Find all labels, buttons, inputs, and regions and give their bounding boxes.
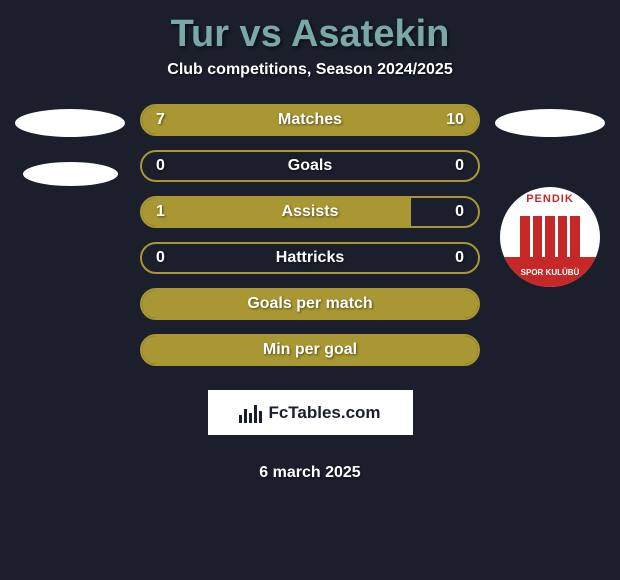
stat-label: Goals: [288, 157, 332, 175]
stat-val-right: 10: [446, 111, 464, 129]
stat-label: Min per goal: [263, 341, 357, 359]
stat-bar-goals: 0 Goals 0: [140, 150, 480, 182]
logo-text: FcTables.com: [268, 403, 380, 423]
stat-bar-assists: 1 Assists 0: [140, 196, 480, 228]
left-ellipse-2: [23, 162, 118, 186]
subtitle: Club competitions, Season 2024/2025: [5, 61, 615, 104]
badge-bottom: SPOR KULÜBÜ: [500, 257, 600, 287]
stat-val-right: 0: [455, 203, 464, 221]
stat-val-left: 0: [156, 157, 165, 175]
stat-bar-mpg: Min per goal: [140, 334, 480, 366]
stat-label: Hattricks: [276, 249, 344, 267]
stats-column: 7 Matches 10 0 Goals 0 1 Assists 0 0 Hat…: [130, 104, 490, 482]
stat-label: Goals per match: [247, 295, 372, 313]
right-ellipse-1: [495, 109, 605, 137]
stat-bar-hattricks: 0 Hattricks 0: [140, 242, 480, 274]
stat-val-right: 0: [455, 157, 464, 175]
page-title: Tur vs Asatekin: [5, 5, 615, 61]
main-content: 7 Matches 10 0 Goals 0 1 Assists 0 0 Hat…: [5, 104, 615, 482]
badge-name: PENDIK: [526, 193, 574, 205]
stat-fill-left: [142, 198, 411, 226]
stat-val-left: 1: [156, 203, 165, 221]
stat-bar-matches: 7 Matches 10: [140, 104, 480, 136]
fctables-logo[interactable]: FcTables.com: [208, 390, 413, 435]
left-player-col: [10, 104, 130, 186]
date-text: 6 march 2025: [140, 449, 480, 482]
left-ellipse-1: [15, 109, 125, 137]
stat-label: Assists: [282, 203, 339, 221]
stat-label: Matches: [278, 111, 342, 129]
stat-val-left: 0: [156, 249, 165, 267]
stat-val-right: 0: [455, 249, 464, 267]
stat-val-left: 7: [156, 111, 165, 129]
badge-stripes-icon: [520, 216, 580, 261]
logo-bars-icon: [239, 403, 262, 423]
stat-bar-gpm: Goals per match: [140, 288, 480, 320]
club-badge: PENDIK SPOR KULÜBÜ: [500, 187, 600, 287]
right-player-col: PENDIK SPOR KULÜBÜ: [490, 104, 610, 287]
